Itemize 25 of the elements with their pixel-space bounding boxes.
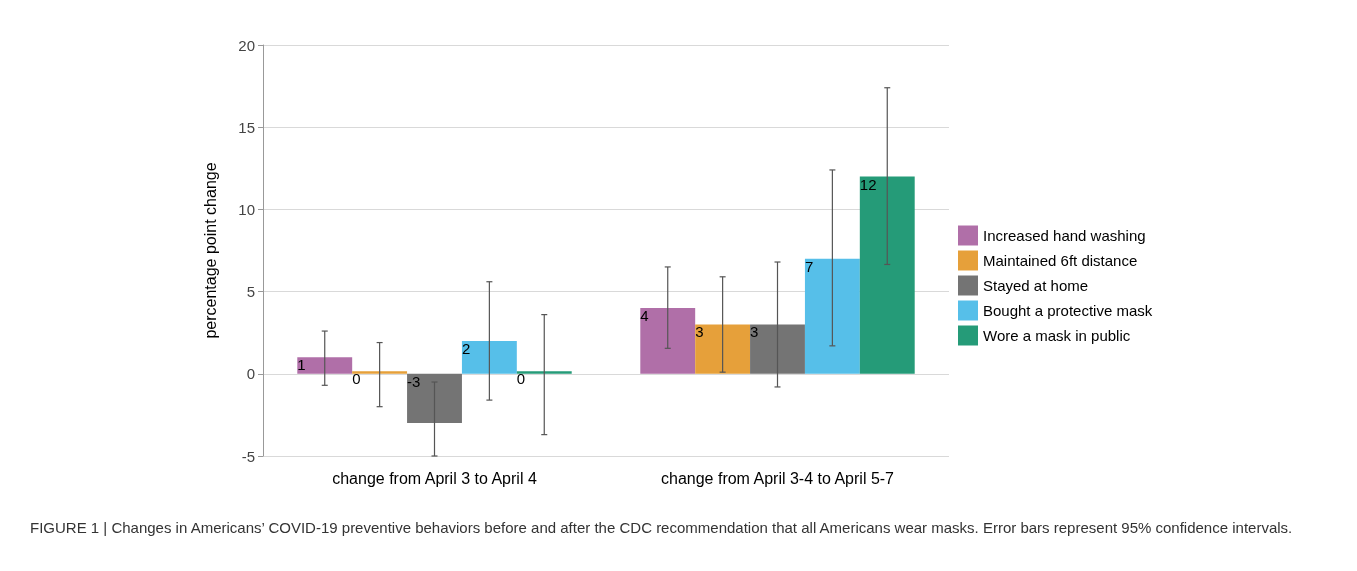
y-tick-label: 0: [246, 365, 255, 383]
x-tick-label: change from April 3 to April 4: [332, 469, 537, 487]
caption: FIGURE 1 | Changes in Americans’ COVID-19 preventive behaviors before and after the CDC recommendation that all Americans wear masks. Error bars represent 95% confidence intervals.: [30, 518, 1293, 536]
legend-label: Bought a protective mask: [983, 302, 1153, 319]
data-label: 2: [461, 339, 471, 357]
data-label: 0: [516, 370, 526, 388]
data-label: 0: [352, 370, 361, 388]
legend-label: Stayed at home: [983, 277, 1089, 294]
data-label: -3: [407, 372, 421, 390]
x-tick-label: change from April 3-4 to April 5-7: [660, 469, 895, 487]
data-label: 12: [859, 175, 877, 193]
y-axis-title: percentage point change: [201, 162, 219, 339]
y-tick-label: 10: [238, 200, 255, 218]
legend-label: Maintained 6ft distance: [983, 252, 1138, 269]
data-label: 1: [297, 356, 306, 374]
data-label: 7: [804, 257, 814, 275]
y-tick-label: -5: [241, 447, 255, 465]
y-tick-label: 20: [238, 36, 255, 54]
legend-label: Increased hand washing: [983, 227, 1146, 244]
data-label: 3: [695, 323, 704, 341]
y-tick-label: 5: [246, 283, 255, 301]
legend-label: Wore a mask in public: [983, 327, 1131, 344]
data-label: 4: [640, 307, 649, 325]
data-label: 3: [750, 323, 759, 341]
y-tick-label: 15: [238, 118, 255, 136]
